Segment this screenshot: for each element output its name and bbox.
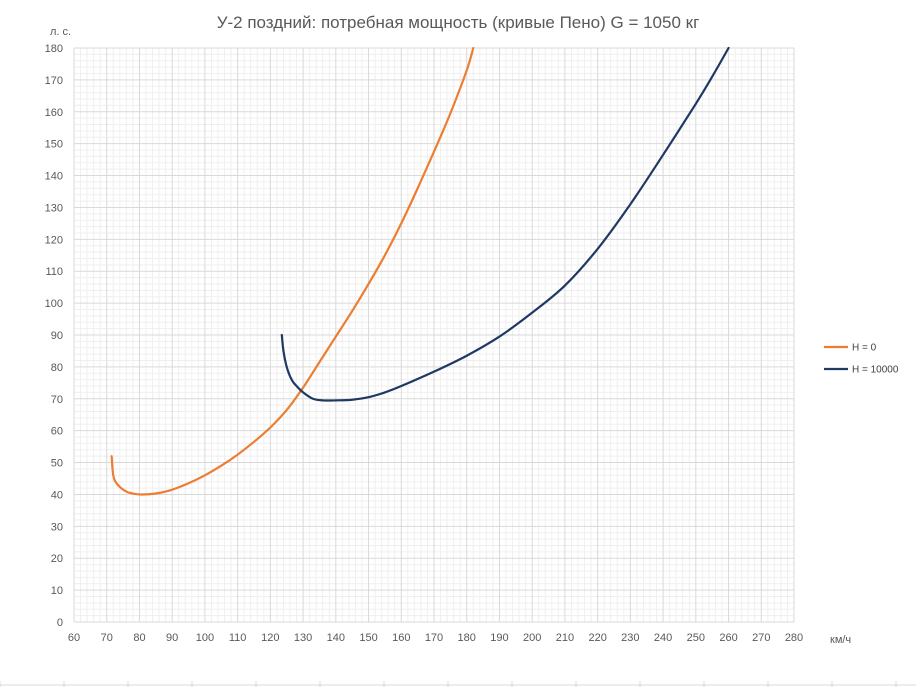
x-tick-label: 120 [261,632,279,644]
legend: H = 0 H = 10000 [824,343,899,376]
y-axis-unit-label: л. с. [50,26,71,38]
y-tick-label: 10 [51,585,63,597]
y-tick-label: 50 [51,458,63,470]
y-tick-label: 90 [51,330,63,342]
x-tick-label: 110 [229,632,247,644]
x-tick-label: 90 [166,632,178,644]
y-tick-label: 160 [45,107,63,119]
y-tick-label: 20 [51,553,63,565]
y-tick-label: 70 [51,394,63,406]
y-tick-label: 100 [45,298,63,310]
x-tick-label: 210 [556,632,574,644]
x-tick-label: 250 [687,632,705,644]
x-tick-label: 150 [359,632,377,644]
legend-label-h-10000: H = 10000 [852,365,899,376]
bottom-frame-marks [0,681,916,687]
x-tick-label: 220 [588,632,606,644]
x-tick-label: 230 [621,632,639,644]
y-axis-tick-labels: 0 10 20 30 40 50 60 70 80 90 100 110 120 130 140 150 160… [45,43,63,629]
series-line-h-10000 [280,46,730,402]
y-tick-label: 180 [45,43,63,55]
chart-title: У-2 поздний: потребная мощность (кривые … [217,13,700,32]
x-tick-label: 160 [392,632,410,644]
x-tick-label: 240 [654,632,672,644]
y-tick-label: 0 [57,617,63,629]
legend-label-h-0: H = 0 [852,343,877,354]
x-tick-label: 260 [719,632,737,644]
major-gridlines [73,47,795,623]
x-tick-label: 130 [294,632,312,644]
y-tick-label: 60 [51,426,63,438]
y-tick-label: 40 [51,489,63,501]
y-tick-label: 80 [51,362,63,374]
x-tick-label: 140 [327,632,345,644]
x-tick-label: 190 [490,632,508,644]
series-line-h-0 [110,46,475,496]
x-tick-label: 200 [523,632,541,644]
x-tick-label: 60 [68,632,80,644]
series-lines [110,46,730,496]
y-tick-label: 120 [45,234,63,246]
x-axis-unit-label: км/ч [830,634,851,646]
x-tick-label: 270 [752,632,770,644]
y-tick-label: 110 [45,266,63,278]
y-tick-label: 150 [45,139,63,151]
y-tick-label: 130 [45,202,63,214]
y-tick-label: 140 [45,171,63,183]
y-tick-label: 170 [45,75,63,87]
x-axis-tick-labels: 60 70 80 90 100 110 120 130 140 150 160 170 180 190 20… [68,632,803,644]
x-tick-label: 280 [785,632,803,644]
x-tick-label: 180 [458,632,476,644]
x-tick-label: 70 [101,632,113,644]
x-tick-label: 170 [425,632,443,644]
x-tick-label: 100 [196,632,214,644]
x-tick-label: 80 [133,632,145,644]
y-tick-label: 30 [51,521,63,533]
